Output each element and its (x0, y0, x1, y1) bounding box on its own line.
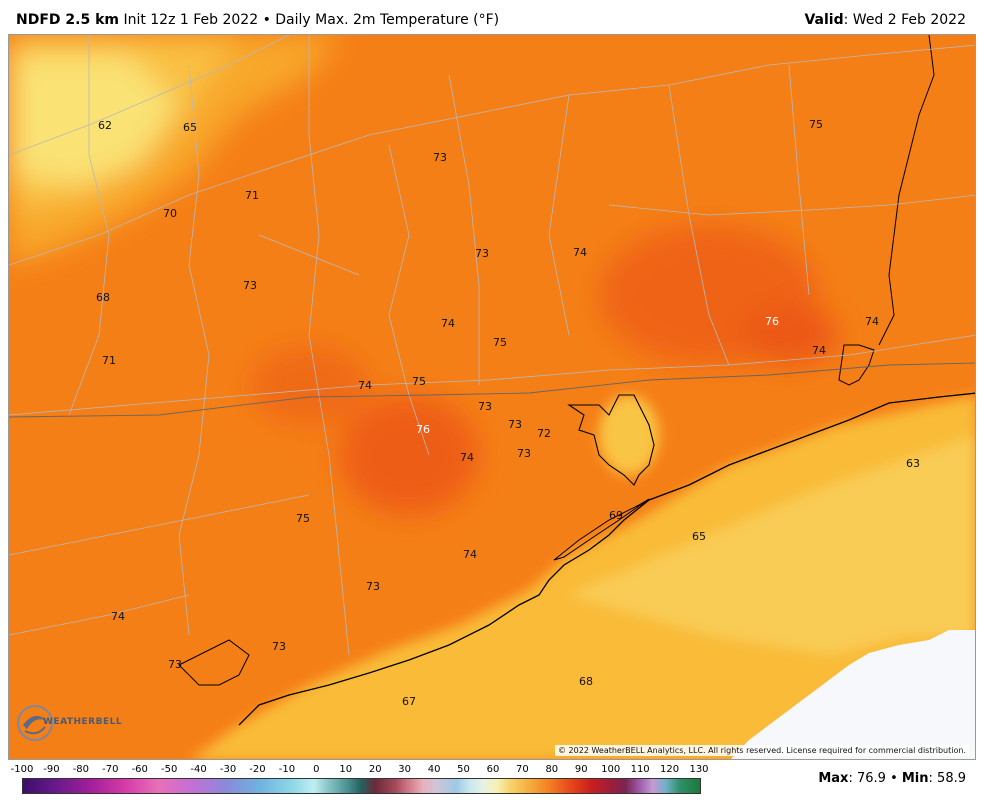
map-canvas: 62 65 73 75 71 70 73 74 68 73 76 74 74 75 74 71 74 75 73 73… (9, 35, 975, 759)
temperature-label: 76 (416, 423, 430, 436)
temperature-label: 65 (183, 121, 197, 134)
temperature-label: 68 (579, 675, 593, 688)
colorbar (22, 778, 701, 794)
colorbar-tick-label: 20 (368, 764, 382, 775)
max-value: : 76.9 (848, 771, 886, 786)
weatherbell-logo: WEATHERBELL (15, 703, 122, 745)
temperature-label: 72 (537, 427, 551, 440)
county-borders (9, 35, 975, 656)
temperature-label: 73 (168, 658, 182, 671)
valid-time: Valid: Wed 2 Feb 2022 (804, 12, 966, 28)
barrier-island (553, 498, 650, 561)
temperature-label: 75 (493, 336, 507, 349)
temperature-label: 73 (243, 279, 257, 292)
colorbar-tick-label: -80 (72, 764, 90, 775)
min-value: : 58.9 (928, 771, 966, 786)
colorbar-tick-label: 90 (574, 764, 588, 775)
no-data-area (730, 630, 975, 759)
temperature-label: 68 (96, 291, 110, 304)
temperature-label: 73 (366, 580, 380, 593)
colorbar-tick-label: 110 (630, 764, 650, 775)
temperature-label: 73 (433, 151, 447, 164)
colorbar-tick-label: 60 (486, 764, 500, 775)
temperature-label: 65 (692, 530, 706, 543)
temperature-label: 74 (111, 610, 125, 623)
coastline (238, 392, 975, 726)
colorbar-tick-label: -10 (278, 764, 296, 775)
temperature-label: 74 (573, 246, 587, 259)
field-name: Daily Max. 2m Temperature (°F) (275, 12, 500, 28)
colorbar-tick-label: 50 (457, 764, 470, 775)
logo-text: WEATHERBELL (43, 717, 123, 727)
temperature-label: 75 (809, 118, 823, 131)
temperature-label: 71 (245, 189, 259, 202)
temperature-labels: 62 65 73 75 71 70 73 74 68 73 76 74 74 75 74 71 74 75 73 73… (96, 118, 920, 708)
temperature-label: 74 (865, 315, 879, 328)
temperature-label: 62 (98, 119, 112, 132)
stats-separator: • (890, 771, 898, 786)
temperature-map[interactable]: 62 65 73 75 71 70 73 74 68 73 76 74 74 75 74 71 74 75 73 73… (8, 34, 976, 760)
bay-outline (567, 394, 655, 486)
copyright-notice: © 2022 WeatherBELL Analytics, LLC. All r… (555, 745, 969, 756)
temperature-label: 73 (517, 447, 531, 460)
northwest-cool-shading (9, 35, 339, 265)
temperature-label: 75 (412, 375, 426, 388)
temperature-label: 74 (812, 344, 826, 357)
colorbar-tick-label: 100 (601, 764, 621, 775)
colorbar-tick-label: -90 (43, 764, 60, 775)
state-border (878, 35, 935, 346)
colorbar-tick-label: -30 (219, 764, 237, 775)
valid-value: : Wed 2 Feb 2022 (843, 12, 966, 28)
valid-label: Valid (804, 12, 844, 28)
temperature-label: 74 (460, 451, 474, 464)
title-separator: • (262, 12, 271, 28)
colorbar-tick-label: -40 (190, 764, 207, 775)
product-name: NDFD 2.5 km (16, 12, 119, 28)
colorbar-tick-label: -20 (249, 764, 266, 775)
init-time: Init 12z 1 Feb 2022 (123, 12, 259, 28)
temperature-label: 75 (296, 512, 310, 525)
highway-line (9, 362, 975, 418)
max-label: Max (818, 771, 849, 786)
colorbar-tick-label: 30 (398, 764, 412, 775)
temperature-label: 70 (163, 207, 177, 220)
colorbar-tick-label: 70 (516, 764, 529, 775)
temperature-label: 73 (475, 247, 489, 260)
colorbar-tick-label: 120 (660, 764, 680, 775)
temperature-label: 69 (609, 509, 623, 522)
colorbar-tick-label: 80 (545, 764, 559, 775)
temperature-label: 63 (906, 457, 920, 470)
lake-outline (838, 344, 875, 386)
colorbar-tick-label: -60 (131, 764, 148, 775)
colorbar-tick-label: -100 (10, 764, 34, 775)
temperature-label: 74 (441, 317, 455, 330)
min-label: Min (901, 771, 929, 786)
colorbar-tick-label: 40 (427, 764, 441, 775)
map-title: NDFD 2.5 km Init 12z 1 Feb 2022 • Daily … (16, 12, 499, 28)
map-header: NDFD 2.5 km Init 12z 1 Feb 2022 • Daily … (0, 0, 984, 34)
temperature-label: 73 (478, 400, 492, 413)
temperature-label: 73 (508, 418, 522, 431)
temperature-label: 67 (402, 695, 416, 708)
max-min-readout: Max: 76.9 • Min: 58.9 (818, 771, 966, 786)
colorbar-tick-label: -70 (102, 764, 119, 775)
temperature-label: 73 (272, 640, 286, 653)
warm-core-shading (249, 225, 839, 515)
colorbar-ticks: -100 -90 -80 -70 -60 -50 -40 -30 -20 -10 0 10 20 30 40… (10, 764, 710, 778)
temperature-label: 76 (765, 315, 779, 328)
temperature-label: 74 (463, 548, 477, 561)
southwest-bay-outline (178, 639, 250, 686)
swirl-icon (17, 705, 53, 741)
legend: -100 -90 -80 -70 -60 -50 -40 -30 -20 -10 0 10 20 30 40… (0, 762, 984, 808)
colorbar-tick-label: -50 (161, 764, 178, 775)
temperature-label: 71 (102, 354, 116, 367)
temperature-label: 74 (358, 379, 372, 392)
colorbar-tick-label: 10 (339, 764, 353, 775)
colorbar-tick-label: 0 (313, 764, 320, 775)
colorbar-tick-label: 130 (689, 764, 709, 775)
